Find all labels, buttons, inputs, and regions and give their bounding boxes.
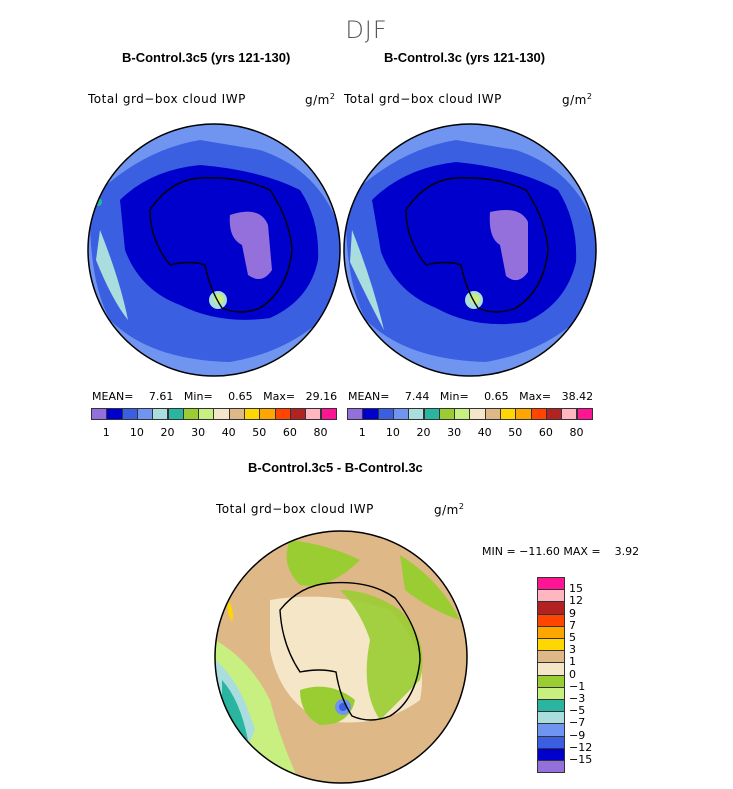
panel3-units: g/m2 — [434, 502, 465, 517]
panel1-colorbar-swatch — [198, 408, 215, 420]
panel1-colorbar-swatch — [182, 408, 200, 420]
panel2-colorbar-swatch — [500, 408, 517, 420]
panel3-colorbar-tick-label: 5 — [569, 631, 576, 644]
panel1-colorbar-swatch — [167, 408, 184, 420]
panel2-map-border — [343, 123, 597, 377]
panel1-colorbar-swatch — [213, 408, 230, 420]
panel2-colorbar-swatch — [484, 408, 501, 420]
panel2-colorbar-tick-label: 30 — [447, 426, 462, 439]
panel1-colorbar-tick-label: 40 — [221, 426, 236, 439]
panel3-colorbar-tick-label: −12 — [569, 740, 593, 754]
panel3-colorbar-swatch — [537, 650, 565, 664]
panel3-colorbar-swatch — [537, 747, 565, 761]
panel1-colorbar-tick-label: 60 — [282, 426, 297, 439]
panel2-colorbar-tick-label: 40 — [477, 426, 492, 439]
panel1-colorbar-swatch — [289, 408, 307, 420]
panel3-colorbar-swatch — [537, 723, 565, 737]
panel1-map — [87, 123, 341, 377]
panel3-colorbar-tick-label: −7 — [569, 716, 586, 730]
panel3-colorbar-swatch — [537, 711, 565, 725]
panel3-colorbar-tick-label: 15 — [569, 582, 583, 596]
panel2-colorbar-swatch — [392, 408, 410, 420]
panel3-map — [214, 530, 468, 784]
season-title: DJF — [345, 16, 388, 44]
panel1-colorbar-tick-label: 30 — [191, 426, 206, 439]
panel1-colorbar-swatch — [152, 408, 169, 420]
panel1-colorbar-swatch — [244, 408, 261, 420]
panel3-colorbar-swatch — [537, 760, 565, 774]
panel1-units: g/m2 — [305, 92, 336, 107]
panel2-map — [343, 123, 597, 377]
panel2-colorbar-tick-label: 10 — [385, 426, 400, 439]
panel3-colorbar-swatch — [537, 662, 565, 676]
panel1-colorbar-swatch — [106, 408, 123, 420]
panel3-colorbar-tick-label: 9 — [569, 606, 576, 620]
panel3-title: B-Control.3c5 - B-Control.3c — [248, 460, 423, 475]
panel2-colorbar-tick-label: 1 — [358, 426, 366, 439]
panel2-colorbar-swatch — [377, 408, 394, 420]
panel3-colorbar-swatch — [537, 601, 565, 615]
panel1-colorbar-swatch — [136, 408, 154, 420]
panel2-colorbar-tick-label: 20 — [416, 426, 431, 439]
panel2-title: B-Control.3c (yrs 121-130) — [384, 50, 546, 65]
panel3-colorbar-tick-label: −5 — [569, 704, 586, 718]
panel1-colorbar-tick-label: 1 — [102, 426, 110, 439]
panel2-colorbar-tick-label: 50 — [508, 426, 523, 439]
panel3-colorbar-tick-label: 3 — [569, 643, 576, 657]
panel2-colorbar-swatch — [454, 408, 471, 420]
panel1-colorbar-tick-label: 80 — [313, 426, 328, 439]
panel1-colorbar-swatch — [228, 408, 245, 420]
panel2-colorbar-swatch — [362, 408, 379, 420]
panel3-colorbar-tick-label: 1 — [569, 655, 576, 669]
panel2-colorbar-tick-label: 80 — [569, 426, 584, 439]
panel2-colorbar-swatch — [438, 408, 456, 420]
panel1-colorbar-tick-label: 10 — [129, 426, 144, 439]
panel1-map-border — [87, 123, 341, 377]
panel2-colorbar-swatch — [408, 408, 425, 420]
panel3-colorbar-tick-label: 0 — [569, 667, 576, 681]
panel1-stats: MEAN= 7.61 Min= 0.65 Max= 29.16 — [92, 390, 338, 403]
panel2-colorbar-swatch — [347, 408, 364, 420]
panel2-colorbar-swatch — [545, 408, 563, 420]
panel3-colorbar-swatch — [537, 625, 565, 639]
panel3-colorbar-tick-label: −15 — [569, 753, 593, 766]
panel3-colorbar-swatch — [537, 589, 565, 603]
panel1-colorbar-swatch — [320, 408, 337, 420]
panel2-colorbar-swatch — [561, 408, 578, 420]
panel2-colorbar-swatch — [530, 408, 547, 420]
panel3-map-border — [214, 530, 468, 784]
panel2-colorbar-swatch — [515, 408, 532, 420]
panel3-colorbar-swatch — [537, 686, 565, 700]
panel1-colorbar-swatch — [305, 408, 322, 420]
panel2-colorbar-swatch — [469, 408, 486, 420]
panel2-colorbar-swatch — [423, 408, 440, 420]
panel1-variable-label: Total grd−box cloud IWP — [88, 92, 246, 106]
panel1-title: B-Control.3c5 (yrs 121-130) — [122, 50, 291, 65]
panel2-colorbar-swatch — [576, 408, 593, 420]
panel1-colorbar-swatch — [274, 408, 291, 420]
panel3-colorbar-tick-label: −1 — [569, 679, 586, 693]
panel3-stats: MIN = −11.60 MAX = 3.92 — [482, 545, 640, 558]
panel3-variable-label: Total grd−box cloud IWP — [216, 502, 374, 516]
panel3-colorbar-tick-label: 7 — [569, 618, 576, 632]
panel1-colorbar-swatch — [259, 408, 276, 420]
panel2-colorbar-tick-label: 60 — [538, 426, 553, 439]
panel3-colorbar-swatch — [537, 735, 565, 749]
panel2-variable-label: Total grd−box cloud IWP — [344, 92, 502, 106]
panel2-stats: MEAN= 7.44 Min= 0.65 Max= 38.42 — [348, 390, 594, 403]
panel1-colorbar-swatch — [121, 408, 138, 420]
panel1-colorbar-tick-label: 20 — [160, 426, 175, 439]
panel3-colorbar-tick-label: −9 — [569, 728, 586, 742]
panel3-colorbar-tick-label: −3 — [569, 692, 586, 705]
panel3-colorbar-swatch — [537, 674, 565, 688]
panel3-colorbar-swatch — [537, 613, 565, 627]
panel1-colorbar-swatch — [91, 408, 108, 420]
panel3-colorbar-tick-label: 12 — [569, 594, 583, 608]
panel2-units: g/m2 — [562, 92, 593, 107]
panel1-colorbar-tick-label: 50 — [252, 426, 267, 439]
